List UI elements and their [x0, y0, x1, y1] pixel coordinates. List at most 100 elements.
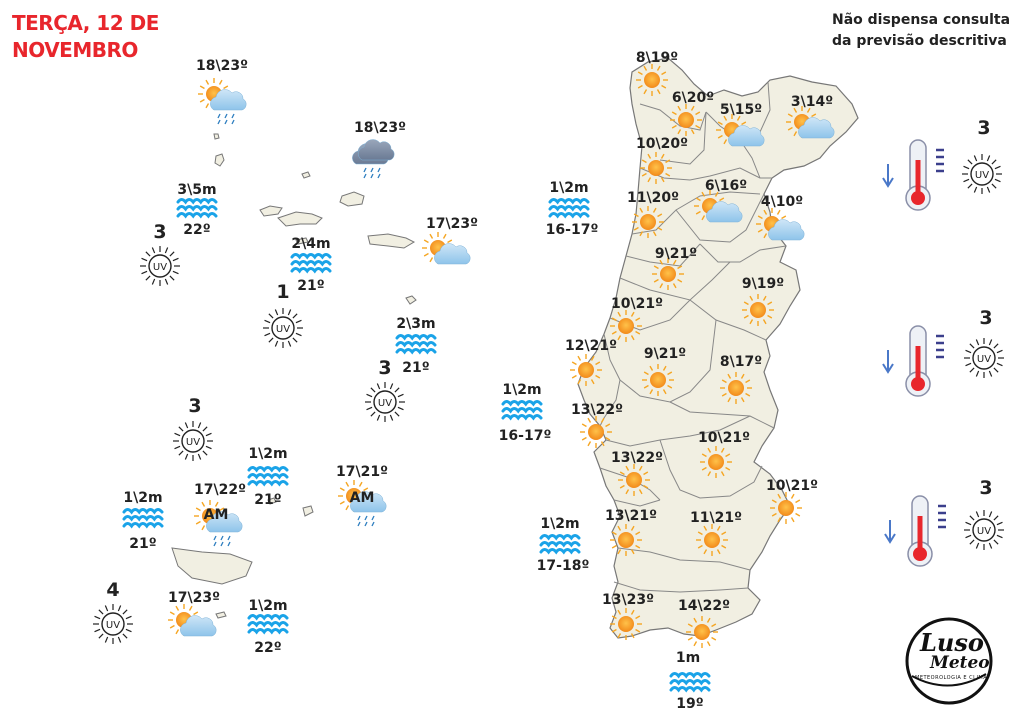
uv-index-icon: UV	[365, 382, 405, 422]
mainland-city-temp: 8\17º	[719, 354, 763, 370]
thermometer-cold-icon	[884, 495, 946, 567]
svg-text:UV: UV	[153, 262, 167, 273]
sun-icon	[642, 364, 674, 396]
madeira-city-temp: 17\21º	[336, 464, 388, 480]
azores-water-temp: 21º	[402, 360, 430, 376]
madeira-wave-height: 1\2m	[123, 490, 163, 506]
lusometeo-logo-icon	[905, 617, 993, 705]
uv-index-icon: UV	[173, 421, 213, 461]
madeira-wave-height: 1\2m	[248, 446, 288, 462]
sea-waves-icon	[395, 334, 437, 355]
svg-text:UV: UV	[106, 620, 120, 631]
mainland-water-temp: 17-18º	[536, 558, 590, 574]
sea-waves-icon	[539, 534, 581, 555]
madeira-am-tag: AM	[203, 507, 229, 523]
sun-cloud-rain-icon	[198, 78, 247, 125]
sun-icon	[670, 104, 702, 136]
sun-cloud-icon	[694, 190, 743, 223]
sun-cloud-icon	[786, 106, 835, 139]
uv-index-icon: UV	[964, 338, 1004, 378]
mainland-water-temp: 19º	[676, 696, 704, 712]
svg-text:UV: UV	[975, 170, 989, 181]
mainland-water-temp: 16-17º	[545, 222, 599, 238]
sun-cloud-icon	[716, 114, 765, 147]
title-line1: TERÇA, 12 DE	[12, 11, 159, 35]
logo-text-meteo: Meteo	[930, 653, 990, 673]
madeira-city-temp: 17\22º	[194, 482, 246, 498]
sun-icon	[580, 416, 612, 448]
sun-icon	[610, 608, 642, 640]
mainland-city-temp: 10\20º	[636, 136, 688, 152]
azores-city-temp: 17\23º	[426, 216, 478, 232]
mainland-city-temp: 11\21º	[690, 510, 742, 526]
sea-waves-icon	[290, 253, 332, 274]
azores-city-temp: 18\23º	[196, 58, 248, 74]
sun-icon	[610, 310, 642, 342]
title-line2: NOVEMBRO	[12, 38, 138, 62]
mainland-city-temp: 8\19º	[635, 50, 679, 66]
sea-waves-icon	[122, 508, 164, 529]
logo-text-luso: Luso	[920, 628, 984, 657]
page-title: TERÇA, 12 DE NOVEMBRO	[12, 10, 159, 64]
madeira-water-temp: 21º	[129, 536, 157, 552]
azores-wave-height: 3\5m	[177, 182, 217, 198]
mainland-city-temp: 10\21º	[698, 430, 750, 446]
sun-icon	[696, 524, 728, 556]
sun-cloud-icon	[168, 604, 217, 637]
madeira-water-temp: 22º	[254, 640, 282, 656]
mainland-city-temp: 13\22º	[571, 402, 623, 418]
notice-line2: da previsão descritiva	[832, 33, 1007, 49]
mainland-wave-height: 1\2m	[502, 382, 542, 398]
logo-text-tagline: METEOROLOGIA E CLIMA	[915, 675, 988, 681]
madeira-wave-height: 1\2m	[248, 598, 288, 614]
sun-cloud-rain-icon	[194, 500, 243, 547]
mainland-city-temp: 13\21º	[605, 508, 657, 524]
azores-islands	[213, 133, 417, 305]
sea-waves-icon	[669, 672, 711, 693]
mainland-city-temp: 9\19º	[741, 276, 785, 292]
mainland-city-temp: 5\15º	[719, 102, 763, 118]
mainland-city-temp: 10\21º	[611, 296, 663, 312]
cloud-rain-icon	[352, 139, 395, 179]
mainland-city-temp: 9\21º	[654, 246, 698, 262]
madeira-city-temp: 17\23º	[168, 590, 220, 606]
uv-index-icon: UV	[140, 246, 180, 286]
sun-cloud-icon	[756, 208, 805, 241]
mainland-city-temp: 13\23º	[602, 592, 654, 608]
uv-index-icon: UV	[93, 604, 133, 644]
panel-uv-index: 3	[979, 477, 993, 499]
azores-uv-index: 3	[378, 357, 392, 379]
azores-water-temp: 22º	[183, 222, 211, 238]
madeira-uv-index: 4	[106, 579, 120, 601]
mainland-city-temp: 4\10º	[760, 194, 804, 210]
mainland-city-temp: 6\16º	[704, 178, 748, 194]
sun-icon	[632, 206, 664, 238]
azores-uv-index: 1	[276, 281, 290, 303]
district-borders	[599, 81, 787, 593]
thermometer-cold-icon	[882, 325, 944, 397]
svg-text:UV: UV	[186, 437, 200, 448]
azores-city-temp: 18\23º	[354, 120, 406, 136]
svg-text:UV: UV	[977, 526, 991, 537]
mainland-city-temp: 12\21º	[565, 338, 617, 354]
madeira-am-tag: AM	[349, 490, 375, 506]
azores-wave-height: 2\4m	[291, 236, 331, 252]
azores-water-temp: 21º	[297, 278, 325, 294]
notice-text: Não dispensa consulta da previsão descri…	[832, 10, 1010, 52]
azores-uv-index: 3	[153, 221, 167, 243]
sun-icon	[636, 64, 668, 96]
svg-text:UV: UV	[378, 398, 392, 409]
sun-icon	[686, 616, 718, 648]
sea-waves-icon	[548, 198, 590, 219]
uv-index-icon: UV	[263, 308, 303, 348]
panel-uv-index: 3	[977, 117, 991, 139]
madeira-uv-index: 3	[188, 395, 202, 417]
sun-icon	[570, 354, 602, 386]
sun-cloud-icon	[422, 232, 471, 265]
panel-uv-index: 3	[979, 307, 993, 329]
uv-index-icon: UV	[964, 510, 1004, 550]
sea-waves-icon	[501, 400, 543, 421]
mainland-city-temp: 9\21º	[643, 346, 687, 362]
mainland-city-temp: 11\20º	[627, 190, 679, 206]
